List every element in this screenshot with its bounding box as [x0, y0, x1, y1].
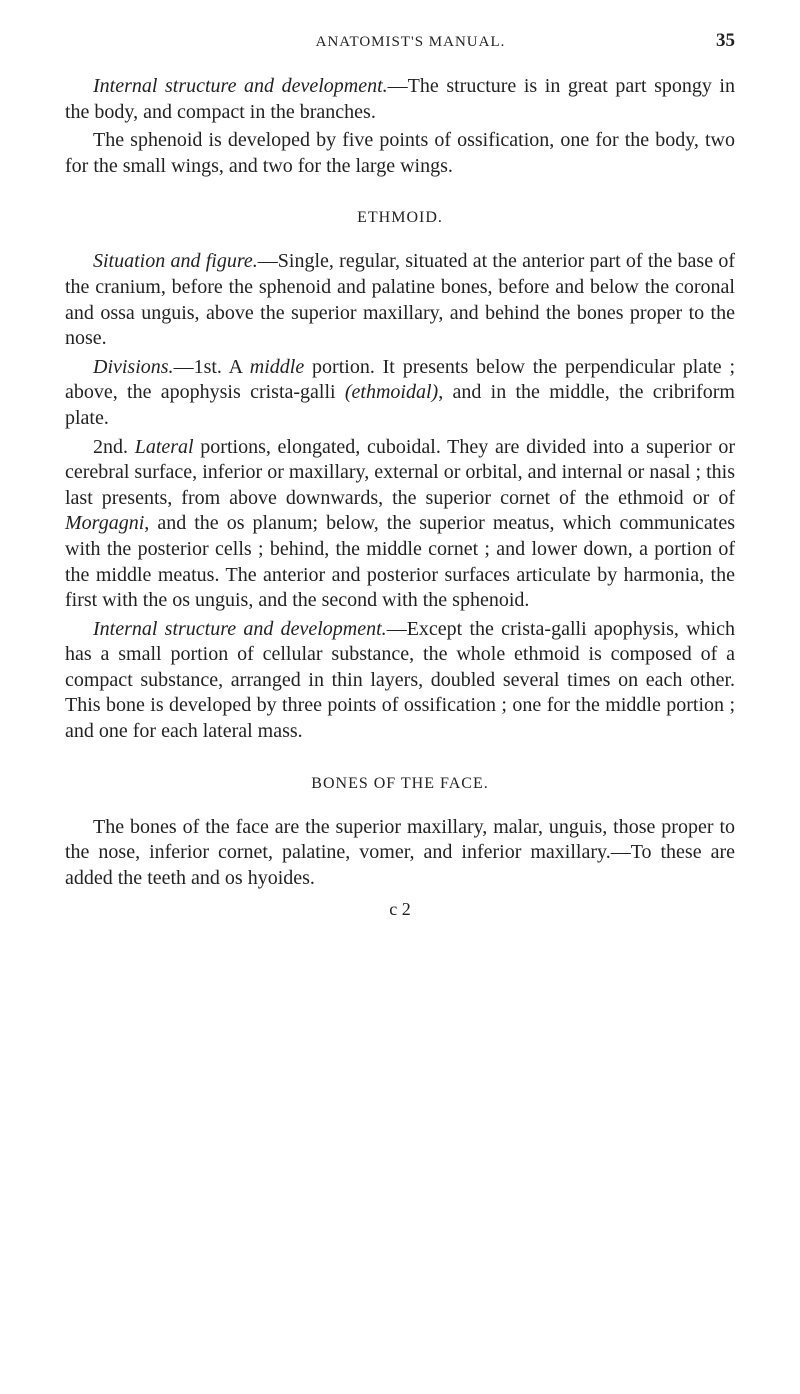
paragraph-bones-face: The bones of the face are the superior m… — [65, 815, 735, 892]
p4-a: —1st. A — [174, 356, 250, 378]
lateral-italic: Lateral — [135, 436, 194, 458]
p5-a: 2nd. — [93, 436, 135, 458]
page-number: 35 — [716, 30, 735, 52]
morgagni-italic: Morgagni — [65, 512, 144, 534]
paragraph-internal-dev: Internal structure and development.—Exce… — [65, 617, 735, 745]
page-header: ANATOMIST'S MANUAL. 35 — [65, 30, 735, 52]
paragraph-situation: Situation and figure.—Single, regular, s… — [65, 249, 735, 351]
paragraph-lateral: 2nd. Lateral portions, elongated, cuboid… — [65, 435, 735, 614]
ethmoidal-italic: (ethmoidal) — [345, 381, 438, 403]
section-heading-ethmoid: ETHMOID. — [65, 209, 735, 227]
middle-italic: middle — [250, 356, 304, 378]
signature-mark: c 2 — [65, 899, 735, 920]
paragraph-intro: Internal structure and development.—The … — [65, 74, 735, 125]
running-title: ANATOMIST'S MANUAL. — [65, 34, 716, 51]
section-heading-bones: BONES OF THE FACE. — [65, 775, 735, 793]
lead-italic: Internal structure and development. — [93, 75, 388, 97]
lead-italic-divisions: Divisions. — [93, 356, 174, 378]
paragraph-sphenoid: The sphenoid is developed by five points… — [65, 128, 735, 179]
p5-c: , and the os planum; below, the superior… — [65, 512, 735, 611]
lead-italic-situation: Situation and figure. — [93, 250, 258, 272]
lead-italic-internal: Internal structure and development. — [93, 618, 387, 640]
paragraph-divisions: Divisions.—1st. A middle portion. It pre… — [65, 355, 735, 432]
